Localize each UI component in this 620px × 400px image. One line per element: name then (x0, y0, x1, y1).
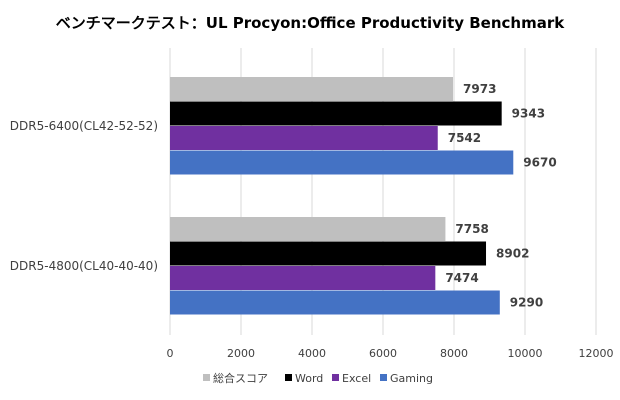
legend-label: Excel (342, 372, 371, 385)
category-label: DDR5-6400(CL42-52-52) (10, 119, 158, 133)
data-label: 7973 (463, 82, 496, 96)
bars (170, 77, 514, 315)
x-tick-label: 12000 (579, 347, 614, 360)
bar (170, 101, 502, 126)
data-labels: 7973 9343 7542 9670 7758 8902 7474 9290 (445, 82, 556, 310)
legend: 総合スコア Word Excel Gaming (203, 371, 433, 385)
x-tick-label: 4000 (298, 347, 326, 360)
x-tick-label: 0 (167, 347, 174, 360)
x-tick-label: 2000 (227, 347, 255, 360)
bar (170, 77, 454, 101)
x-tick-label: 8000 (440, 347, 468, 360)
data-label: 9343 (512, 107, 545, 121)
bar (170, 217, 446, 241)
x-tick-label: 10000 (508, 347, 543, 360)
legend-swatch (203, 374, 210, 381)
data-label: 9290 (510, 296, 543, 310)
data-label: 9670 (523, 156, 556, 170)
legend-label: Gaming (390, 372, 433, 385)
legend-label: 総合スコア (213, 371, 268, 385)
data-label: 7758 (455, 222, 488, 236)
legend-swatch (332, 374, 339, 381)
legend-swatch (380, 374, 387, 381)
bar (170, 290, 500, 315)
legend-label: Word (295, 372, 323, 385)
x-tick-label: 6000 (369, 347, 397, 360)
bar (170, 241, 487, 266)
data-label: 7542 (448, 131, 481, 145)
legend-swatch (285, 374, 292, 381)
category-labels: DDR5-6400(CL42-52-52) DDR5-4800(CL40-40-4… (10, 119, 158, 273)
x-axis-ticks: 0 2000 4000 6000 8000 10000 12000 (167, 347, 614, 360)
bar (170, 266, 436, 290)
bar (170, 126, 438, 150)
chart-title: ベンチマークテスト：UL Procyon:Office Productivity… (56, 14, 565, 32)
data-label: 8902 (496, 247, 529, 261)
category-label: DDR5-4800(CL40-40-40) (10, 259, 158, 273)
data-label: 7474 (445, 271, 478, 285)
bar (170, 150, 514, 175)
